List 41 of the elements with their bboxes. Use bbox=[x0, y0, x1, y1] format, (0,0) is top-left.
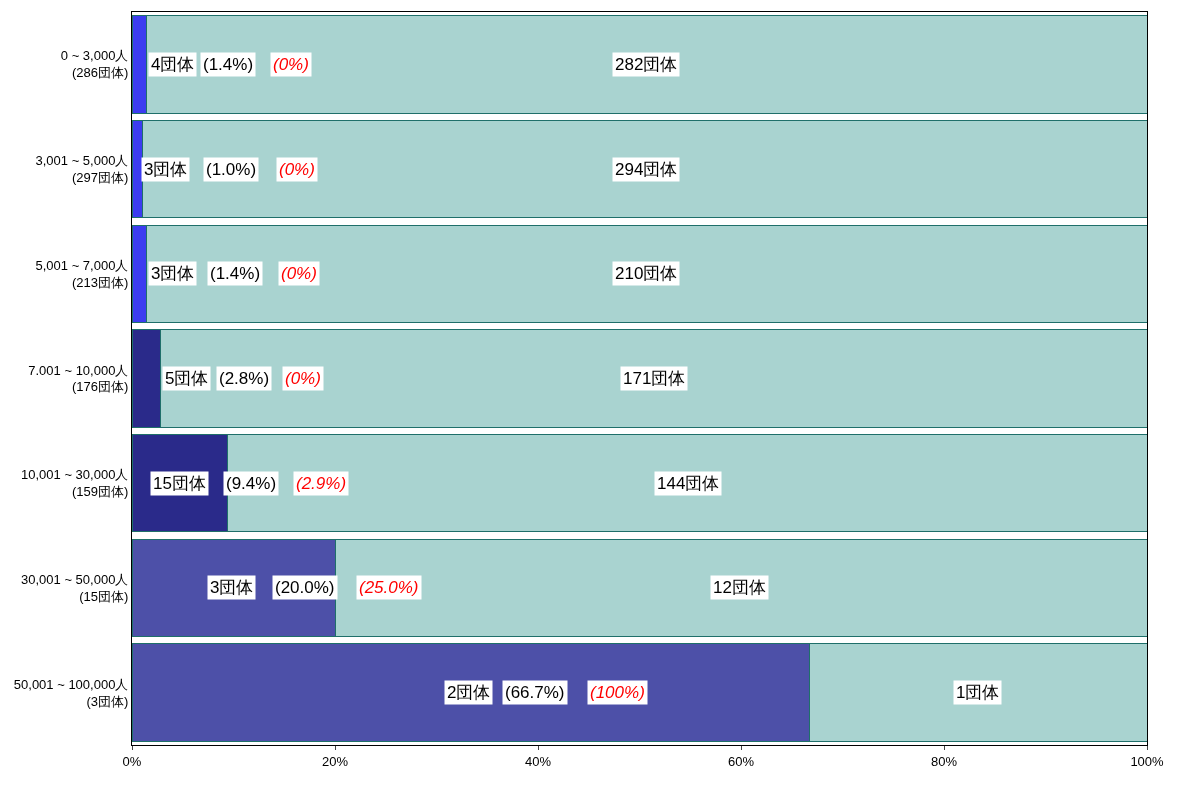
annotation: (1.4%) bbox=[203, 55, 254, 74]
annotation: 5団体 bbox=[165, 369, 209, 388]
annotation: (100%) bbox=[590, 683, 645, 702]
y-tick-label: 10,001 ~ 30,000人 (159団体) bbox=[21, 467, 129, 500]
annotation: (66.7%) bbox=[505, 683, 565, 702]
annotation: 3団体 bbox=[151, 264, 195, 283]
annotation: (0%) bbox=[273, 55, 309, 74]
annotation: 282団体 bbox=[615, 55, 678, 74]
annotation: 144団体 bbox=[657, 474, 720, 493]
x-tick-label: 40% bbox=[524, 753, 552, 769]
annotation: (0%) bbox=[285, 369, 321, 388]
annotation: (20.0%) bbox=[275, 578, 335, 597]
annotation: (1.4%) bbox=[210, 264, 261, 283]
y-tick-label: 0 ~ 3,000人 (286団体) bbox=[60, 48, 129, 81]
annotation: 2団体 bbox=[447, 683, 491, 702]
y-tick-label: 7.001 ~ 10,000人 (176団体) bbox=[28, 362, 129, 395]
x-tick-label: 20% bbox=[321, 753, 349, 769]
annotation: 3団体 bbox=[210, 578, 254, 597]
annotation: (25.0%) bbox=[359, 578, 419, 597]
x-tick-label: 100% bbox=[1130, 753, 1165, 769]
y-tick-label: 3,001 ~ 5,000人 (297団体) bbox=[35, 153, 129, 186]
annotation: (9.4%) bbox=[226, 474, 277, 493]
x-tick-label: 80% bbox=[930, 753, 958, 769]
annotation: (1.0%) bbox=[206, 160, 257, 179]
annotation: (2.9%) bbox=[296, 474, 347, 493]
x-tick-label: 60% bbox=[727, 753, 755, 769]
x-tick-label: 0% bbox=[122, 753, 142, 769]
annotation: (0%) bbox=[279, 160, 315, 179]
annotation: 4団体 bbox=[151, 55, 195, 74]
annotation: 210団体 bbox=[615, 264, 678, 283]
annotation: 12団体 bbox=[713, 578, 766, 597]
annotation: 1団体 bbox=[956, 683, 1000, 702]
annotation: 294団体 bbox=[615, 160, 678, 179]
annotation: (2.8%) bbox=[219, 369, 270, 388]
annotation: 3団体 bbox=[144, 160, 188, 179]
annotation: 15団体 bbox=[153, 474, 206, 493]
y-tick-label: 30,001 ~ 50,000人 (15団体) bbox=[21, 572, 129, 604]
y-tick-label: 5,001 ~ 7,000人 (213団体) bbox=[35, 257, 129, 290]
annotation: (0%) bbox=[281, 264, 317, 283]
y-tick-label: 50,001 ~ 100,000人 (3団体) bbox=[13, 676, 129, 709]
annotation: 171団体 bbox=[623, 369, 686, 388]
